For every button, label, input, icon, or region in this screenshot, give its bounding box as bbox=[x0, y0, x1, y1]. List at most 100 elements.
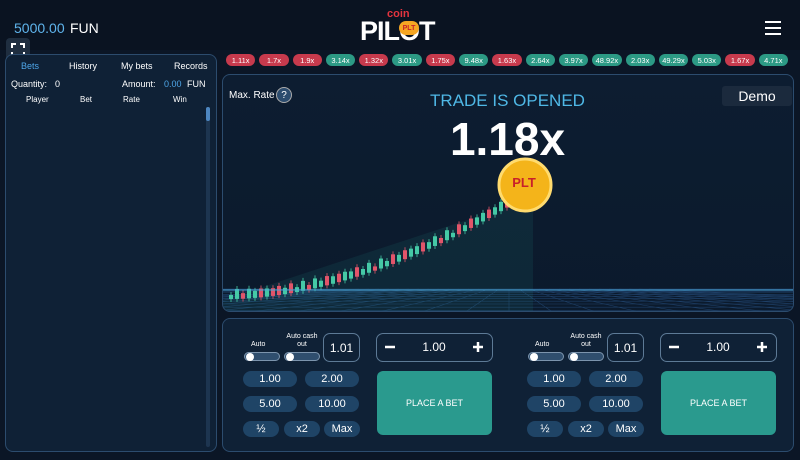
history-pill[interactable]: 48.92x bbox=[592, 54, 622, 66]
auto-cashout-toggle[interactable] bbox=[284, 352, 320, 361]
candle bbox=[325, 276, 329, 286]
logo-badge: PLT bbox=[399, 21, 419, 35]
history-pill[interactable]: 3.01x bbox=[392, 54, 422, 66]
auto-label: Auto bbox=[535, 341, 550, 348]
floor-line bbox=[648, 288, 793, 297]
history-pill[interactable]: 49.29x bbox=[658, 54, 689, 66]
candle bbox=[499, 201, 503, 212]
floor-line bbox=[638, 288, 793, 298]
history-pill[interactable]: 2.64x bbox=[525, 54, 555, 66]
coin bbox=[497, 157, 553, 213]
history-pill[interactable]: 9.48x bbox=[459, 54, 489, 66]
preset-button[interactable]: 5.00 bbox=[527, 396, 581, 412]
tab[interactable]: Records bbox=[174, 61, 208, 71]
half-button[interactable]: ½ bbox=[243, 421, 279, 437]
preset-button[interactable]: 5.00 bbox=[243, 396, 297, 412]
quantity: 0 bbox=[55, 79, 61, 89]
history-pill[interactable]: 1.63x bbox=[492, 54, 522, 66]
auto-toggle[interactable] bbox=[528, 352, 564, 361]
candle bbox=[391, 254, 395, 264]
preset-button[interactable]: 10.00 bbox=[305, 396, 359, 412]
candle bbox=[349, 271, 353, 279]
help-button[interactable]: ? bbox=[276, 87, 292, 103]
history-pill[interactable]: 2.03x bbox=[625, 54, 655, 66]
column-header: Rate bbox=[123, 95, 140, 104]
scroll-thumb[interactable] bbox=[206, 107, 210, 121]
candle bbox=[463, 225, 467, 232]
stepper-icons[interactable] bbox=[377, 334, 494, 360]
amount-label: Amount: bbox=[122, 79, 156, 89]
history-pill[interactable]: 5.03x bbox=[692, 54, 722, 66]
candle bbox=[379, 258, 383, 269]
auto-cashout-toggle[interactable] bbox=[568, 352, 604, 361]
candle bbox=[343, 271, 347, 281]
history-pill[interactable]: 1.75x bbox=[425, 54, 456, 66]
bets-panel bbox=[5, 54, 217, 452]
candle bbox=[481, 212, 485, 222]
amount: 0.00 bbox=[164, 79, 182, 89]
candle bbox=[415, 246, 419, 255]
floor-line bbox=[223, 288, 420, 305]
amount-currency: FUN bbox=[187, 79, 206, 89]
floor-line bbox=[528, 288, 595, 311]
floor-line bbox=[253, 288, 450, 311]
cashout-value[interactable]: 1.01 bbox=[323, 333, 360, 362]
amount-box[interactable]: 1.00 bbox=[660, 333, 777, 362]
stepper-icons[interactable] bbox=[661, 334, 778, 360]
half-button[interactable]: ½ bbox=[527, 421, 563, 437]
max-button[interactable]: Max bbox=[324, 421, 360, 437]
amount-value: 1.00 bbox=[422, 340, 446, 354]
history-pill[interactable]: 1.7x bbox=[259, 54, 289, 66]
candle bbox=[289, 283, 293, 294]
floor-line bbox=[518, 288, 552, 311]
history-pill[interactable]: 1.32x bbox=[359, 54, 389, 66]
tab[interactable]: Bets bbox=[21, 61, 40, 71]
tab[interactable]: History bbox=[69, 61, 98, 71]
trail-glow bbox=[223, 205, 533, 311]
max-button[interactable]: Max bbox=[608, 421, 644, 437]
floor-line bbox=[578, 288, 793, 311]
column-header: Bet bbox=[80, 95, 93, 104]
auto-cashout-label: Auto cash out bbox=[570, 333, 602, 348]
history-pill[interactable]: 1.9x bbox=[292, 54, 322, 66]
candle bbox=[385, 260, 389, 267]
candle bbox=[253, 290, 257, 298]
auto-toggle[interactable] bbox=[244, 352, 280, 361]
floor-line bbox=[466, 288, 500, 311]
candle bbox=[337, 273, 341, 283]
place-bet-button[interactable]: PLACE A BET bbox=[377, 371, 492, 435]
history-pill[interactable]: 3.97x bbox=[558, 54, 589, 66]
menu-icon[interactable] bbox=[764, 20, 782, 36]
auto-cashout-label: Auto cash out bbox=[286, 333, 318, 348]
mode-badge[interactable]: Demo bbox=[722, 86, 792, 106]
history-pill[interactable]: 4.71x bbox=[758, 54, 788, 66]
max-rate-label: Max. Rate bbox=[229, 90, 275, 101]
candle bbox=[283, 287, 287, 295]
candle bbox=[427, 242, 431, 249]
history-pill[interactable]: 1.67x bbox=[725, 54, 755, 66]
preset-button[interactable]: 2.00 bbox=[305, 371, 359, 387]
double-button[interactable]: x2 bbox=[284, 421, 320, 437]
history-pill[interactable]: 1.11x bbox=[226, 54, 256, 66]
candle bbox=[421, 242, 425, 252]
floor-line bbox=[618, 288, 793, 301]
floor-line bbox=[558, 288, 722, 311]
candle bbox=[451, 232, 455, 238]
preset-button[interactable]: 1.00 bbox=[243, 371, 297, 387]
candle bbox=[475, 217, 479, 225]
floor-line bbox=[296, 288, 460, 311]
preset-button[interactable]: 2.00 bbox=[589, 371, 643, 387]
cashout-value[interactable]: 1.01 bbox=[607, 333, 644, 362]
preset-button[interactable]: 1.00 bbox=[527, 371, 581, 387]
double-button[interactable]: x2 bbox=[568, 421, 604, 437]
place-bet-button[interactable]: PLACE A BET bbox=[661, 371, 776, 435]
preset-button[interactable]: 10.00 bbox=[589, 396, 643, 412]
tab[interactable]: My bets bbox=[121, 61, 153, 71]
history-pill[interactable]: 3.14x bbox=[325, 54, 356, 66]
floor-line bbox=[608, 288, 793, 302]
coin-label: PLT bbox=[512, 175, 536, 190]
candle bbox=[277, 285, 281, 296]
floor-line bbox=[223, 288, 400, 301]
amount-box[interactable]: 1.00 bbox=[376, 333, 493, 362]
